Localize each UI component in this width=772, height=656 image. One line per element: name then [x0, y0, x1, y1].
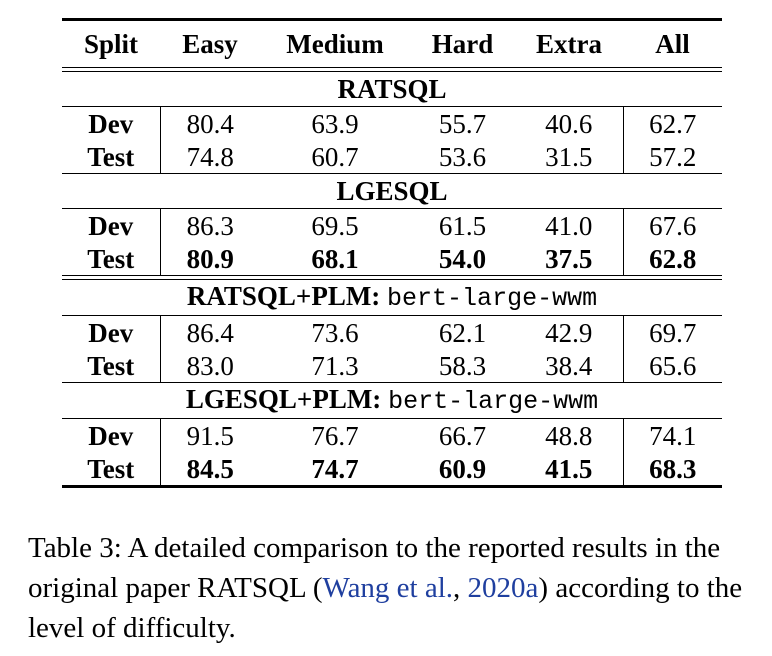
cell-hard: 55.7 [438, 108, 487, 139]
table-row: Test 84.5 74.7 60.9 41.5 68.3 [62, 452, 722, 488]
cell-hard: 62.1 [438, 317, 487, 348]
cell-all: 69.7 [622, 315, 722, 349]
cell-all: 74.1 [622, 418, 722, 452]
group-title: LGESQL [62, 173, 722, 209]
caption-prefix: Table 3: A detailed comparison to the re… [28, 532, 721, 604]
split-label: Dev [62, 208, 161, 242]
cell-hard: 58.3 [410, 349, 515, 383]
cell-easy: 91.5 [186, 420, 234, 451]
cell-all: 57.2 [622, 140, 722, 174]
cell-medium: 68.1 [311, 243, 359, 274]
header-all: All [623, 18, 722, 68]
cell-extra: 48.8 [545, 420, 593, 451]
split-label: Test [62, 452, 161, 488]
plm-name: bert-large-wwm [387, 284, 598, 313]
table-caption: Table 3: A detailed comparison to the re… [28, 532, 743, 644]
cell-easy: 86.3 [186, 210, 234, 241]
cell-easy: 83.0 [160, 349, 260, 383]
split-label: Dev [62, 418, 161, 452]
cell-hard: 53.6 [410, 140, 515, 174]
header-hard: Hard [410, 18, 515, 68]
cell-easy: 74.8 [160, 140, 260, 174]
cell-extra: 42.9 [545, 317, 593, 348]
split-label: Test [62, 242, 161, 275]
plm-name: bert-large-wwm [388, 387, 599, 416]
cell-easy: 80.4 [186, 108, 234, 139]
table-row: Test 80.9 68.1 54.0 37.5 62.8 [62, 242, 722, 275]
header-medium: Medium [260, 18, 410, 68]
group-title-row: LGESQL [62, 173, 722, 209]
cell-all: 67.6 [622, 208, 722, 242]
group-title: LGESQL+PLM: bert-large-wwm [62, 382, 722, 419]
cell-hard: 54.0 [438, 243, 487, 274]
cell-extra: 40.6 [545, 108, 593, 139]
citation-link[interactable]: Wang et al. [322, 572, 454, 604]
table-row: Dev 86.4 73.6 62.1 42.9 69.7 [62, 315, 722, 349]
cell-medium: 74.7 [260, 452, 410, 488]
split-label: Test [62, 140, 161, 174]
cell-medium: 71.3 [260, 349, 410, 383]
caption-suffix: ) according to the level of difficulty. [28, 572, 743, 644]
group-title-row: RATSQL [62, 71, 722, 107]
cell-easy: 80.9 [186, 243, 234, 274]
group-title: RATSQL [62, 71, 722, 107]
cell-hard: 61.5 [438, 210, 487, 241]
cell-extra: 38.4 [515, 349, 623, 383]
group-title-row: LGESQL+PLM: bert-large-wwm [62, 382, 722, 419]
cell-extra: 41.5 [515, 452, 623, 488]
table-row: Test 74.8 60.7 53.6 31.5 57.2 [62, 140, 722, 174]
split-label: Test [62, 349, 161, 383]
split-label: Dev [62, 315, 161, 349]
cell-medium: 60.7 [260, 140, 410, 174]
header-row: Split Easy Medium Hard Extra All [62, 18, 722, 68]
header-extra: Extra [515, 18, 623, 68]
results-table: Split Easy Medium Hard Extra All RATSQL … [62, 18, 722, 488]
cell-extra: 31.5 [515, 140, 623, 174]
table-row: Dev 86.3 69.5 61.5 41.0 67.6 [62, 208, 722, 242]
cell-hard: 60.9 [410, 452, 515, 488]
cell-medium: 63.9 [311, 108, 359, 139]
table-row: Dev 80.4 63.9 55.7 40.6 62.7 [62, 106, 722, 140]
cell-all: 65.6 [622, 349, 722, 383]
cell-medium: 76.7 [311, 420, 359, 451]
cell-extra: 41.0 [545, 210, 593, 241]
cell-all: 62.7 [622, 106, 722, 140]
header-easy: Easy [160, 18, 260, 68]
cell-easy: 84.5 [160, 452, 260, 488]
header-split: Split [62, 18, 160, 68]
cell-all: 62.8 [622, 242, 722, 275]
split-label: Dev [62, 106, 161, 140]
table-row: Test 83.0 71.3 58.3 38.4 65.6 [62, 349, 722, 383]
cell-medium: 69.5 [311, 210, 359, 241]
group-title-row: RATSQL+PLM: bert-large-wwm [62, 279, 722, 316]
cell-all: 68.3 [622, 452, 722, 488]
cell-hard: 66.7 [438, 420, 487, 451]
cell-extra: 37.5 [545, 243, 593, 274]
cell-medium: 73.6 [311, 317, 359, 348]
citation-year-link[interactable]: 2020a [467, 572, 539, 604]
table-row: Dev 91.5 76.7 66.7 48.8 74.1 [62, 418, 722, 452]
group-title: RATSQL+PLM: bert-large-wwm [62, 279, 722, 316]
cell-easy: 86.4 [186, 317, 234, 348]
